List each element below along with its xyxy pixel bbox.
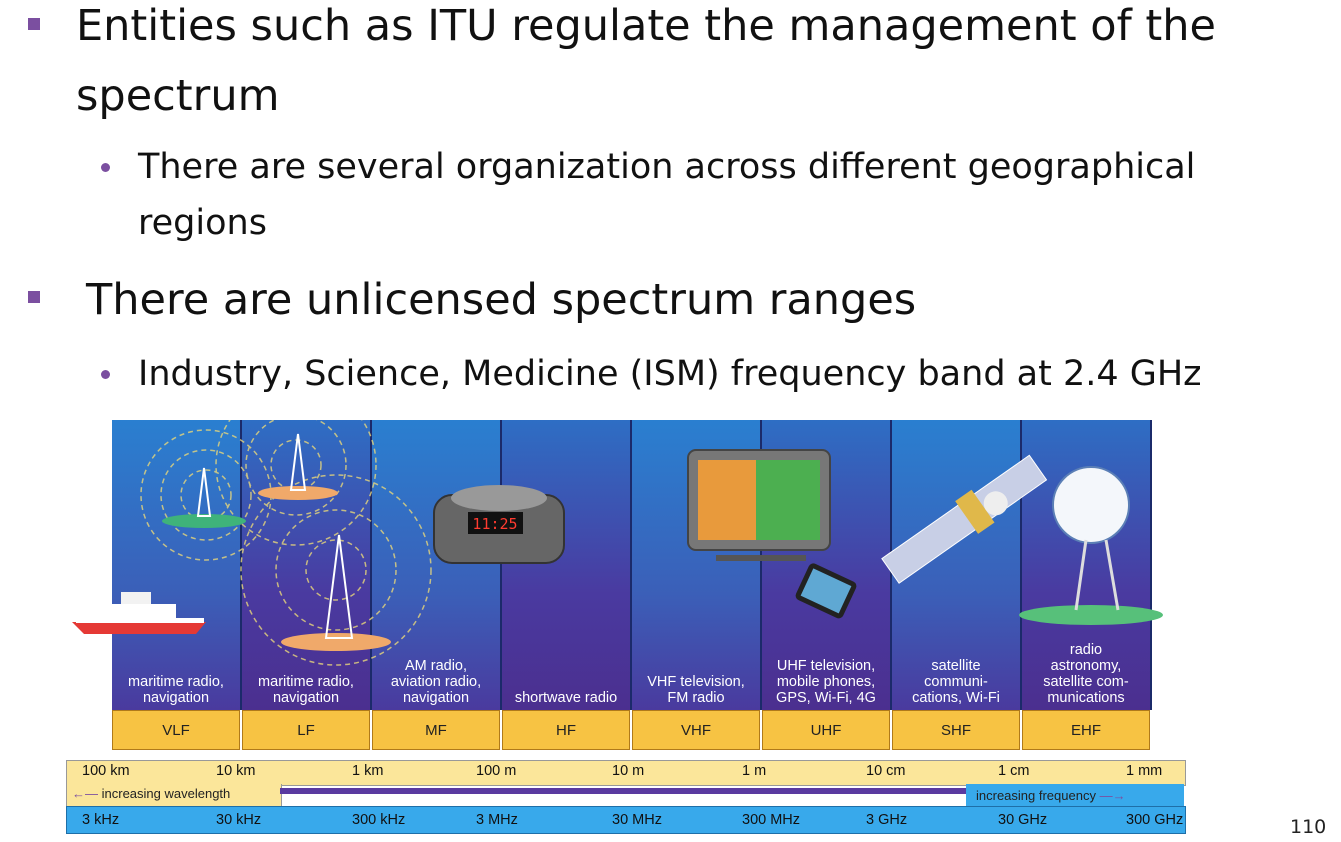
frequencie-tick: 30 kHz — [216, 812, 262, 828]
band-use-line: AM radio, — [404, 658, 468, 674]
band-use-line: GPS, Wi-Fi, 4G — [776, 690, 876, 706]
spectrum-figure: maritime radio, navigation VLF maritime rad… — [66, 420, 1188, 842]
band-label-uhf: UHF — [762, 710, 890, 750]
frequencie-tick: 3 GHz — [866, 812, 908, 828]
increasing-wavelength-label: ←— increasing wavelength — [72, 786, 231, 801]
band-use-line: aviation radio, — [390, 674, 482, 690]
band-label-vhf: VHF — [632, 710, 760, 750]
bullet-square-icon — [28, 291, 40, 303]
bullet-dot-icon — [101, 163, 110, 172]
band-use-label: maritime radio, navigation — [112, 674, 240, 706]
band-use-line: mobile phones, — [776, 674, 876, 690]
band-column-lf: maritime radio, navigation — [242, 420, 372, 710]
bullet-2-text: There are several organization across di… — [138, 147, 1196, 243]
spectrum-illustrations: 11:25 — [72, 420, 1163, 666]
clock-radio-icon: 11:25 — [433, 485, 565, 564]
frequencie-tick: 3 MHz — [476, 812, 518, 828]
band-use-line: navigation — [402, 690, 470, 706]
frequencie-tick: 30 GHz — [998, 812, 1048, 828]
band-use-line: VHF television, — [647, 674, 745, 690]
wavelength-tick: 10 m — [612, 763, 645, 779]
band-column-mf: AM radio, aviation radio, navigation — [372, 420, 502, 710]
bullet-dot-icon — [101, 370, 110, 379]
wavelength-strip — [66, 760, 1186, 786]
band-use-line: cations, Wi-Fi — [912, 690, 1000, 706]
band-label-lf: LF — [242, 710, 370, 750]
satellite-icon — [881, 454, 1048, 584]
band-use-line: navigation — [142, 690, 210, 706]
ship-icon — [72, 592, 206, 634]
wavelength-tick: 100 m — [476, 763, 517, 779]
wavelength-tick: 10 cm — [866, 763, 906, 779]
band-use-label: shortwave radio — [502, 690, 630, 706]
wavelength-tick: 1 m — [742, 763, 767, 779]
band-use-label: UHF television, mobile phones, GPS, Wi-Fi,… — [762, 658, 890, 706]
increasing-frequency-label: increasing frequency —→ — [976, 788, 1126, 803]
frequencie-tick: 30 MHz — [612, 812, 662, 828]
band-use-line: communi- — [924, 674, 988, 690]
band-column-hf: shortwave radio — [502, 420, 632, 710]
frequencie-tick: 300 GHz — [1126, 812, 1184, 828]
radio-telescope-icon — [1019, 466, 1163, 625]
band-label-mf: MF — [372, 710, 500, 750]
band-use-label: radio astronomy, satellite com-munications — [1022, 642, 1150, 706]
band-use-line: maritime radio, — [258, 674, 354, 690]
radio-tower-icon — [162, 467, 246, 528]
divider-strip — [280, 788, 966, 794]
bullet-4-text: Industry, Science, Medicine (ISM) freque… — [138, 354, 1202, 394]
wavelength-tick: 1 cm — [998, 763, 1030, 779]
band-use-line: FM radio — [667, 690, 725, 706]
band-use-line: radio — [1069, 642, 1103, 658]
band-column-vlf: maritime radio, navigation — [112, 420, 242, 710]
band-use-line: astronomy, — [1050, 658, 1122, 674]
frequency-arrow-strip — [966, 784, 1184, 806]
wavelength-tick: 100 km — [82, 763, 130, 779]
mobile-phone-icon — [795, 563, 857, 619]
band-use-line: satellite — [931, 658, 981, 674]
wavelength-tick: 10 km — [216, 763, 256, 779]
radio-tower-icon — [281, 534, 391, 651]
clock-digits: 11:25 — [472, 515, 517, 533]
bullet-1-text: Entities such as ITU regulate the manage… — [76, 1, 1216, 121]
band-use-line: UHF television, — [776, 658, 876, 674]
slide-number: 110 — [1290, 816, 1327, 838]
band-use-label: VHF television, FM radio — [632, 674, 760, 706]
bullet-3-text: There are unlicensed spectrum ranges — [86, 275, 917, 325]
band-label-shf: SHF — [892, 710, 1020, 750]
band-use-label: satellite communi-cations, Wi-Fi — [892, 658, 1020, 706]
band-use-label: maritime radio, navigation — [242, 674, 370, 706]
frequencie-tick: 3 kHz — [82, 812, 120, 828]
television-icon — [687, 449, 831, 561]
band-label-vlf: VLF — [112, 710, 240, 750]
frequency-strip — [66, 806, 1186, 834]
band-use-line: shortwave radio — [514, 690, 618, 706]
band-use-line: navigation — [272, 690, 340, 706]
band-label-ehf: EHF — [1022, 710, 1150, 750]
wavelength-tick: 1 km — [352, 763, 384, 779]
band-use-line: satellite com- — [1043, 674, 1129, 690]
band-use-label: AM radio, aviation radio, navigation — [372, 658, 500, 706]
frequencie-tick: 300 MHz — [742, 812, 801, 828]
wavelength-tick: 1 mm — [1126, 763, 1163, 779]
band-use-line: maritime radio, — [128, 674, 224, 690]
radio-tower-icon — [258, 433, 338, 500]
band-label-hf: HF — [502, 710, 630, 750]
frequencie-tick: 300 kHz — [352, 812, 406, 828]
bullet-square-icon — [28, 18, 40, 30]
band-use-line: munications — [1047, 690, 1125, 706]
